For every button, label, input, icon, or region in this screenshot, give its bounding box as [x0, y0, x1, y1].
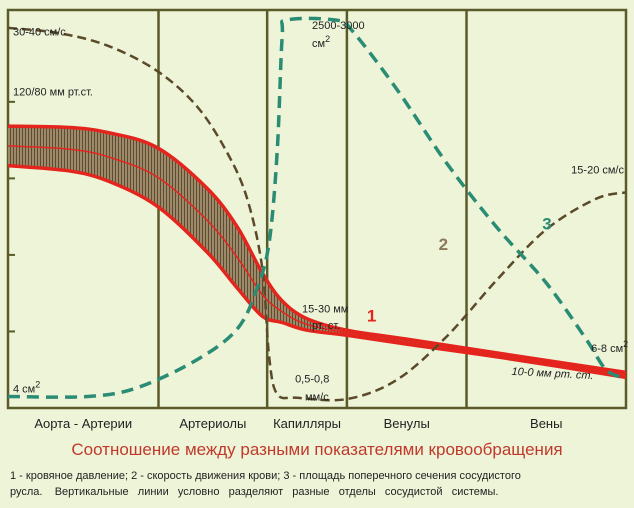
velocity-line [7, 26, 627, 402]
annotation-label: 6-8 см2 [591, 339, 628, 355]
annotation-label: 0,5-0,8 [295, 373, 329, 385]
annotation-label: 30-40 см/с [13, 27, 66, 39]
section-labels: Аорта - Артерии Артериолы Капилляры Венулы В… [34, 416, 562, 431]
annotation-label: 15-20 см/с [571, 164, 624, 176]
pressure-line-lower [7, 163, 627, 380]
section-label: Венулы [384, 416, 430, 431]
section-label: Вены [530, 416, 562, 431]
series-number-3: 3 [542, 214, 551, 233]
annotation-label: 10-0 мм рт. ст. [511, 366, 594, 382]
annotation-label: 2500-3000 [312, 20, 365, 32]
y-ticks [8, 100, 15, 333]
annotation-superscript: 2 [325, 34, 330, 44]
section-label: Артериолы [179, 416, 246, 431]
annotation-superscript: 2 [623, 339, 628, 349]
series-number-2: 2 [439, 235, 448, 254]
annotations: 30-40 см/с 120/80 мм рт.ст. 4 см2 2500-3000… [13, 20, 628, 403]
annotation-label: мм/с [305, 391, 329, 403]
annotation-label: 4 см2 [13, 380, 40, 396]
pressure-band-fill [8, 126, 626, 378]
chart-title: Соотношение между разными показателями к… [71, 440, 563, 459]
section-label: Капилляры [273, 416, 341, 431]
series-number-1: 1 [367, 306, 376, 325]
pressure-line-mid [7, 145, 627, 376]
series-layer: 1 2 3 [7, 16, 627, 402]
annotation-label: см2 [312, 34, 330, 50]
caption-line-2: русла. Вертикальные линии условно раздел… [10, 486, 499, 498]
annotation-label: 15-30 мм [302, 303, 348, 315]
section-label: Аорта - Артерии [34, 416, 132, 431]
annotation-label: рт. ст. [312, 320, 340, 332]
caption-line-1: 1 - кровяное давление; 2 - скорость движ… [10, 470, 521, 482]
area-line [7, 16, 627, 399]
chart-caption: 1 - кровяное давление; 2 - скорость движ… [10, 468, 622, 500]
annotation-superscript: 2 [35, 380, 40, 390]
plot-frame [6, 8, 628, 410]
annotation-label: 120/80 мм рт.ст. [13, 86, 93, 98]
